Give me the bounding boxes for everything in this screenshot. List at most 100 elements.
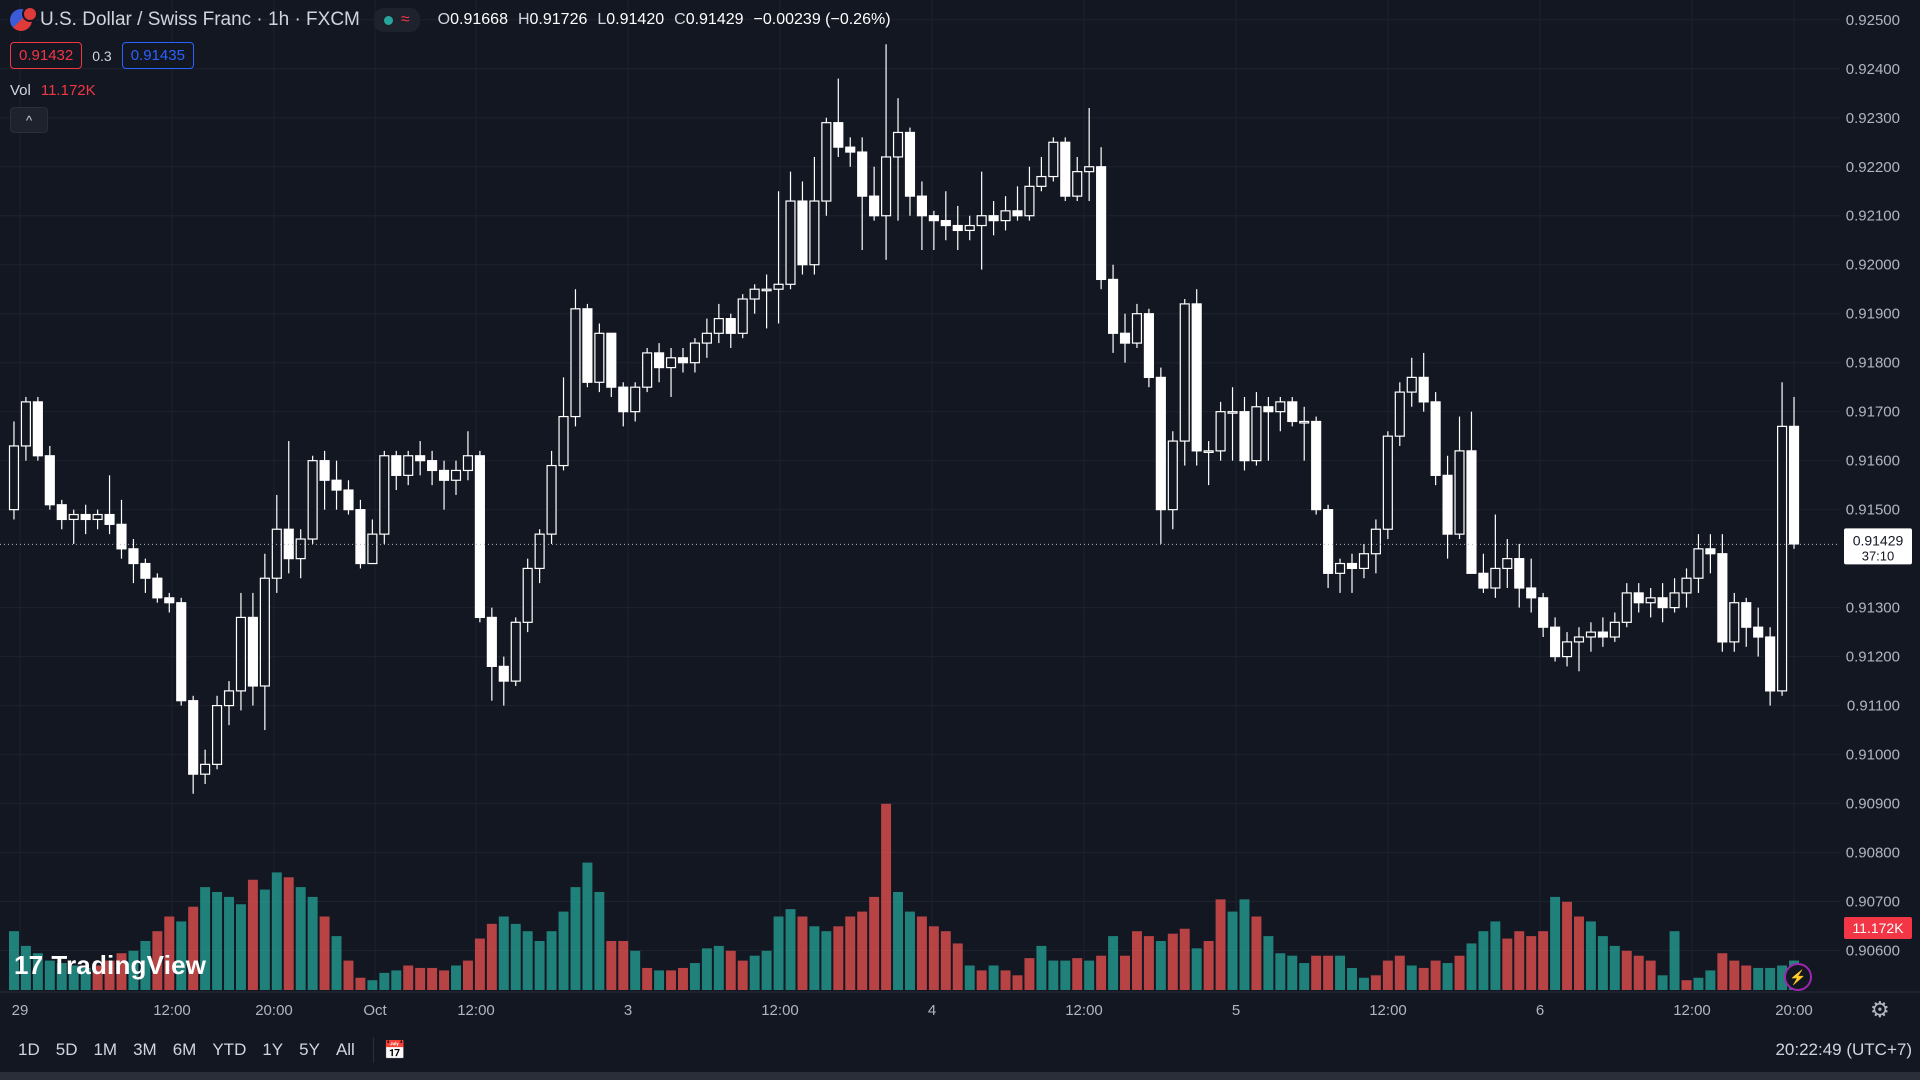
range-1d-button[interactable]: 1D xyxy=(18,1040,40,1059)
volume-bar xyxy=(1024,958,1035,990)
volume-axis-label: 11.172K xyxy=(1852,920,1904,936)
collapse-legend-button[interactable]: ^ xyxy=(10,107,48,133)
volume-bar xyxy=(92,965,103,990)
volume-bar xyxy=(1454,955,1465,990)
candle xyxy=(1107,264,1119,353)
price-tick-label: 0.91000 xyxy=(1846,747,1900,764)
volume-bar xyxy=(32,953,43,990)
volume-bar xyxy=(1108,936,1119,990)
tradingview-logo-text: TradingView xyxy=(51,950,207,980)
lightning-icon[interactable]: ⚡ xyxy=(1784,963,1812,991)
candle xyxy=(1621,583,1632,628)
symbol-title[interactable]: U.S. Dollar / Swiss Franc · 1h · FXCM xyxy=(40,9,360,30)
volume-bar xyxy=(331,936,342,990)
volume-bar xyxy=(56,963,67,990)
price-tick-label: 0.91500 xyxy=(1846,502,1900,519)
volume-bar xyxy=(498,916,509,990)
range-ytd-button[interactable]: YTD xyxy=(212,1040,247,1059)
candle xyxy=(1119,313,1131,363)
sell-price-button[interactable]: 0.91432 xyxy=(10,42,83,69)
range-all-button[interactable]: All xyxy=(335,1040,355,1059)
volume-bar xyxy=(1741,965,1752,990)
volume-bar xyxy=(582,862,593,990)
volume-bar xyxy=(1765,967,1776,990)
candle xyxy=(797,181,808,275)
grid-layer xyxy=(0,0,1840,990)
volume-bar xyxy=(474,938,485,990)
volume-legend[interactable]: Vol 11.172K xyxy=(10,82,96,99)
candle xyxy=(785,171,796,290)
volume-bar xyxy=(1585,921,1596,990)
volume-bar xyxy=(1060,960,1071,990)
volume-bar xyxy=(546,931,557,990)
volume-bar xyxy=(940,931,951,990)
time-tick-label: 3 xyxy=(624,1002,632,1019)
candle xyxy=(1657,583,1668,623)
candle xyxy=(916,181,927,251)
candle xyxy=(1454,416,1465,540)
price-tick-label: 0.92100 xyxy=(1846,208,1900,225)
candle xyxy=(1729,592,1740,652)
candle xyxy=(1418,352,1429,412)
candle xyxy=(1717,534,1728,652)
price-tick-label: 0.91300 xyxy=(1846,600,1900,617)
candle xyxy=(56,499,67,530)
volume-bar xyxy=(654,970,665,990)
range-3m-button[interactable]: 3M xyxy=(133,1040,157,1059)
candle xyxy=(1048,137,1059,182)
price-tick-label: 0.91700 xyxy=(1846,404,1900,421)
volume-bar xyxy=(391,970,402,990)
candle xyxy=(1346,553,1358,593)
volume-bar xyxy=(1275,953,1286,990)
volume-bar xyxy=(1753,967,1764,990)
candle xyxy=(1370,519,1381,574)
volume-bar xyxy=(534,941,545,990)
calendar-icon[interactable]: 📅 xyxy=(383,1039,407,1060)
price-change: −0.00239 (−0.26%) xyxy=(753,11,891,28)
candle xyxy=(474,450,485,623)
range-1m-button[interactable]: 1M xyxy=(93,1040,118,1059)
range-5y-button[interactable]: 5Y xyxy=(299,1040,320,1059)
volume-bar xyxy=(833,926,844,990)
volume-bar xyxy=(1227,911,1238,990)
candle xyxy=(522,558,533,633)
candle xyxy=(1131,303,1143,348)
candle xyxy=(1406,357,1417,407)
buy-price-button[interactable]: 0.91435 xyxy=(121,42,194,69)
candle xyxy=(32,396,43,461)
candle xyxy=(1239,396,1250,471)
volume-bar xyxy=(1287,955,1298,990)
volume-bar xyxy=(701,948,712,990)
volume-bar xyxy=(558,911,569,990)
gear-icon[interactable]: ⚙ xyxy=(1870,997,1890,1022)
volume-bar xyxy=(1729,960,1740,990)
candle xyxy=(80,504,91,535)
candle xyxy=(1000,196,1011,231)
volume-bar xyxy=(1191,948,1202,990)
tradingview-logo[interactable]: 17 TradingView xyxy=(14,950,206,981)
candle xyxy=(307,455,318,544)
market-status-pill[interactable]: ≈ xyxy=(373,8,420,32)
volume-bar xyxy=(367,980,378,990)
range-5d-button[interactable]: 5D xyxy=(55,1040,78,1059)
ohlc-high: H0.91726 xyxy=(517,11,588,28)
volume-bar xyxy=(247,879,258,990)
volume-bar xyxy=(1347,967,1357,990)
candle xyxy=(713,303,724,344)
volume-bar xyxy=(271,872,282,990)
candle xyxy=(928,210,939,251)
candle xyxy=(271,494,282,593)
range-1y-button[interactable]: 1Y xyxy=(262,1040,284,1059)
volume-bar xyxy=(1574,916,1584,990)
spread-value: 0.3 xyxy=(92,47,112,64)
volume-bar xyxy=(1490,921,1501,990)
clock-timezone[interactable]: 20:22:49 (UTC+7) xyxy=(1775,1040,1912,1059)
volume-legend-label: Vol xyxy=(10,82,31,99)
volume-bar xyxy=(1621,950,1632,990)
range-6m-button[interactable]: 6M xyxy=(172,1040,197,1059)
volume-bar xyxy=(1633,955,1644,990)
candle xyxy=(773,191,784,324)
ohlc-open: O0.91668 xyxy=(437,11,508,28)
